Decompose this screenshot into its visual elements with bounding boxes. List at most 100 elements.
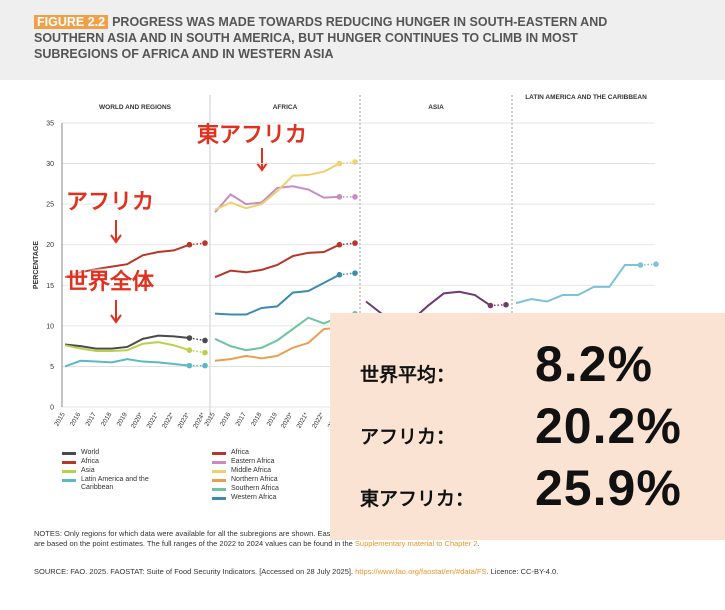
legend-swatch <box>212 479 226 482</box>
series-line <box>515 264 641 305</box>
projection-line <box>189 337 206 342</box>
x-tick-label: 2018 <box>100 411 113 427</box>
callout-row: 東アフリカ： 25.9% <box>360 459 682 517</box>
y-axis-label: PERCENTAGE <box>33 241 40 289</box>
y-tick-label: 30 <box>46 161 54 168</box>
legend-swatch <box>62 452 76 455</box>
legend: World Africa Asia Latin America and the Car… <box>62 449 172 493</box>
projection-line <box>189 349 206 354</box>
x-tick-label: 2022* <box>311 411 326 430</box>
series-line <box>64 341 190 353</box>
legend-label: Western Africa <box>231 494 277 501</box>
point <box>202 240 208 246</box>
source-link[interactable]: https://www.fao.org/faostat/en/#data/FS <box>355 567 487 576</box>
legend-item: Western Africa <box>212 494 322 502</box>
legend-item: World <box>62 449 172 457</box>
callout-label: 世界平均： <box>360 365 456 386</box>
callout-row: 世界平均： 8.2% <box>360 335 653 393</box>
panel-title: WORLD AND REGIONS <box>99 104 171 111</box>
figure-title: FIGURE 2.2 PROGRESS WAS MADE TOWARDS REDU… <box>34 14 654 62</box>
y-tick-label: 0 <box>50 405 54 412</box>
series-line <box>64 243 190 279</box>
point <box>186 347 193 354</box>
series-line <box>214 185 340 213</box>
callout-value: 8.2% <box>535 336 653 392</box>
notes-link[interactable]: Supplementary material to Chapter 2 <box>354 539 478 548</box>
y-tick-label: 5 <box>50 364 54 371</box>
x-tick-label: 2020* <box>130 411 145 430</box>
point <box>637 262 644 268</box>
point <box>352 270 358 276</box>
point <box>352 194 358 200</box>
point <box>352 159 358 165</box>
x-tick-label: 2017 <box>235 411 248 427</box>
legend-swatch <box>212 461 226 464</box>
x-tick-label: 2018 <box>250 411 263 427</box>
series-line <box>214 162 340 211</box>
legend-label: World <box>81 449 100 456</box>
series-line <box>214 243 340 279</box>
series-line <box>214 273 340 316</box>
legend-label: Africa <box>231 449 249 456</box>
point <box>202 362 208 369</box>
legend-item: Middle Africa <box>212 467 322 475</box>
projection-line <box>640 263 657 266</box>
projection-line <box>189 242 206 246</box>
legend-swatch <box>62 461 76 464</box>
point <box>336 194 343 200</box>
notes-end: . <box>477 539 480 548</box>
callout-row: アフリカ： 20.2% <box>360 397 682 455</box>
point <box>186 335 193 341</box>
source: SOURCE: FAO. 2025. FAOSTAT: Suite of Foo… <box>34 567 674 577</box>
arrow <box>110 234 122 244</box>
x-tick-label: 2015 <box>203 411 216 427</box>
legend-item: Southern Africa <box>212 485 322 493</box>
legend-label: Eastern Africa <box>231 458 275 465</box>
point <box>202 337 208 344</box>
arrow <box>256 162 268 172</box>
y-tick-label: 35 <box>46 121 54 128</box>
x-tick-label: 2016 <box>219 411 232 427</box>
x-tick-label: 2021* <box>146 411 161 430</box>
x-tick-label: 2016 <box>69 411 82 427</box>
projection-line <box>339 161 356 165</box>
callout-label: 東アフリカ： <box>360 489 475 510</box>
point <box>336 160 343 167</box>
y-tick-label: 20 <box>46 242 54 249</box>
point <box>186 362 193 369</box>
legend-item: Africa <box>62 458 172 466</box>
annotation: 世界全体 <box>66 269 155 294</box>
legend-item: Northern Africa <box>212 476 322 484</box>
source-end: . Licence: CC-BY-4.0. <box>486 567 559 576</box>
series-line <box>64 358 190 368</box>
legend-label: Latin America and the Caribbean <box>81 476 149 491</box>
callout-label: アフリカ： <box>360 427 456 448</box>
callout-value: 20.2% <box>535 398 682 454</box>
legend-item: Africa <box>212 449 322 457</box>
legend-label: Africa <box>81 458 99 465</box>
legend-label: Southern Africa <box>231 485 279 492</box>
legend-label: Middle Africa <box>231 467 272 474</box>
arrow <box>110 314 122 324</box>
projection-line <box>490 304 507 307</box>
legend-item: Latin America and the Caribbean <box>62 476 172 492</box>
legend-swatch <box>212 452 226 455</box>
projection-line <box>339 272 356 276</box>
callout: 世界平均： 8.2% アフリカ： 20.2% 東アフリカ： 25.9% <box>330 313 725 540</box>
point <box>186 241 193 248</box>
x-tick-label: 2020* <box>280 411 295 430</box>
annotation: アフリカ <box>66 189 155 214</box>
y-tick-label: 25 <box>46 202 54 209</box>
annotation: 東アフリカ <box>197 122 308 147</box>
x-tick-label: 2017 <box>85 411 98 427</box>
legend-swatch <box>212 497 226 500</box>
point <box>503 301 509 308</box>
point <box>352 240 358 246</box>
projection-line <box>339 242 356 246</box>
legend-swatch <box>62 470 76 473</box>
callout-value: 25.9% <box>535 460 682 516</box>
panel-title: LATIN AMERICA AND THE CARIBBEAN <box>525 94 647 101</box>
header <box>0 0 725 80</box>
panel-title: ASIA <box>428 104 444 111</box>
